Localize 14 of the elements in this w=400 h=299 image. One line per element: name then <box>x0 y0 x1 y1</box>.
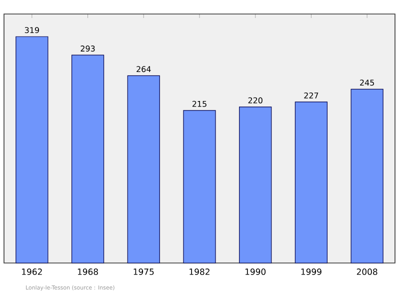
bar <box>350 88 384 264</box>
x-tick-label: 1990 <box>246 268 266 275</box>
x-tick-label: 1968 <box>78 268 98 275</box>
bar <box>71 54 104 264</box>
bar <box>294 102 328 264</box>
bar <box>127 75 160 264</box>
x-tick-label: 1982 <box>190 268 210 275</box>
x-tick-label: 1962 <box>22 268 42 275</box>
x-tick-label: 1975 <box>134 268 154 275</box>
bar <box>239 106 272 264</box>
x-tick-label: 2008 <box>356 268 378 275</box>
bar <box>16 36 48 264</box>
x-tick-label: 1999 <box>301 268 322 275</box>
bar <box>183 110 216 264</box>
